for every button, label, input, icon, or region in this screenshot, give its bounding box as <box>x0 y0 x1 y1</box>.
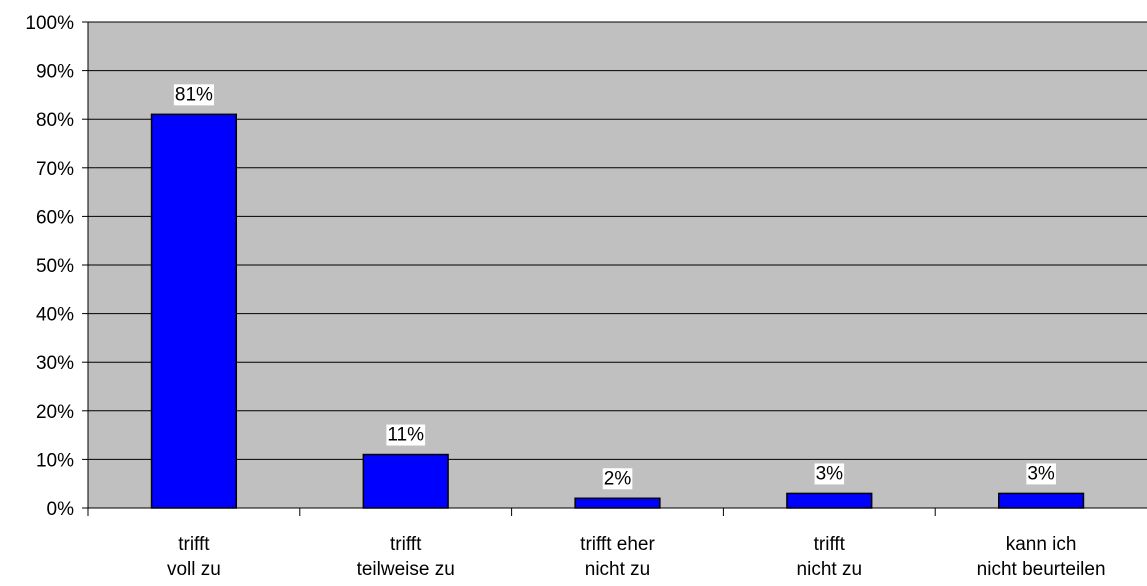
y-tick-label: 0% <box>47 499 75 520</box>
x-axis: trifft voll zu trifft teilweise zu trifft eh… <box>88 507 1147 580</box>
y-tick-label: 50% <box>36 256 74 277</box>
y-tick-label: 30% <box>36 353 74 374</box>
data-label: 2% <box>604 468 632 489</box>
y-tick-label: 60% <box>36 207 74 228</box>
x-tick-label-line: voll zu <box>167 559 221 580</box>
x-tick-label-line: trifft <box>178 534 210 555</box>
bar <box>574 497 661 509</box>
x-tick-label-line: nicht beurteilen <box>977 559 1106 580</box>
data-label: 3% <box>816 463 844 484</box>
data-label: 3% <box>1027 463 1055 484</box>
y-tick-label: 10% <box>36 450 74 471</box>
x-tick-label-line: kann ich <box>1006 534 1077 555</box>
data-label-background <box>173 84 215 106</box>
data-label-background <box>386 424 426 446</box>
data-label: 81% <box>175 84 213 105</box>
y-tick-label: 100% <box>25 13 74 34</box>
y-tick-label: 90% <box>36 62 74 83</box>
x-tick-label-line: trifft <box>390 534 422 555</box>
x-tick-label: trifft voll zu <box>167 534 221 580</box>
bars <box>150 113 1085 509</box>
y-tick-label: 40% <box>36 305 74 326</box>
data-label-background <box>814 463 845 485</box>
gridlines <box>88 21 1147 460</box>
bar <box>786 492 873 509</box>
y-axis: 0% 10% 20% 30% 40% 50% 60% 70% 80% 90% 100% <box>25 13 89 520</box>
data-label-background <box>1026 463 1056 485</box>
x-tick-label-line: trifft eher <box>580 534 655 555</box>
data-label-background <box>602 468 633 490</box>
data-label: 11% <box>387 425 424 446</box>
x-tick-label-line: teilweise zu <box>357 559 455 580</box>
bar <box>362 453 449 509</box>
y-tick-label: 20% <box>36 402 74 423</box>
data-labels: 81% 11% 2% 3% 3% <box>173 84 1056 490</box>
x-tick-label: trifft eher nicht zu <box>580 534 655 580</box>
x-tick-label: trifft teilweise zu <box>357 534 455 580</box>
x-tick-label-line: nicht zu <box>797 559 862 580</box>
y-tick-label: 80% <box>36 110 74 131</box>
y-tick-label: 70% <box>36 159 74 180</box>
x-tick-label: kann ich nicht beurteilen <box>977 534 1106 580</box>
x-tick-label-line: trifft <box>814 534 846 555</box>
bar <box>150 113 238 509</box>
x-tick-label-line: nicht zu <box>585 559 650 580</box>
x-tick-label: trifft nicht zu <box>797 534 862 580</box>
bar <box>997 492 1085 509</box>
